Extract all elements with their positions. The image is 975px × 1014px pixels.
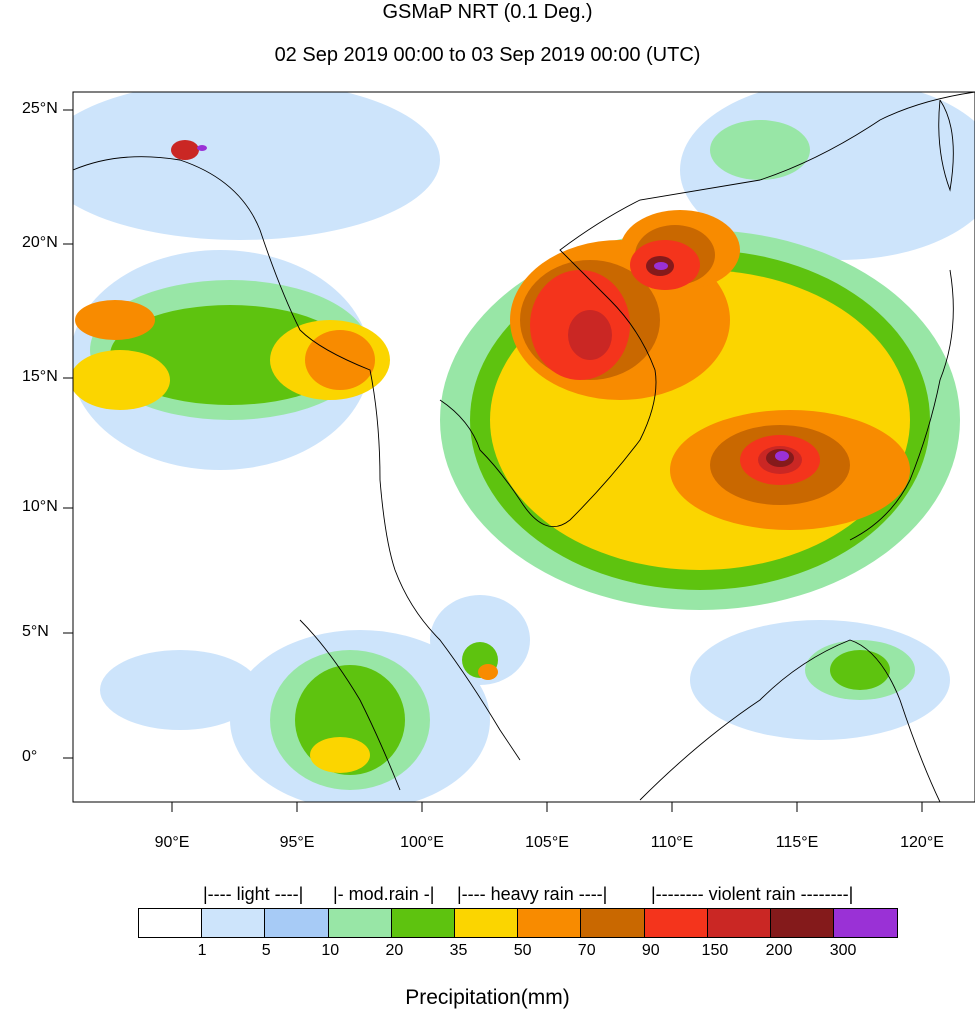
legend-category-light: |---- light ----| [203,884,304,904]
colorbar-tick-label: 20 [385,942,404,959]
colorbar-swatch [391,909,455,937]
colorbar-swatch [202,909,266,937]
lon-label-90e: 90°E [154,834,190,851]
map-title: GSMaP NRT (0.1 Deg.) [382,1,593,23]
lat-label-10n: 10°N [22,498,58,515]
colorbar-tick-label: 1 [197,942,207,959]
colorbar-swatch [581,909,645,937]
colorbar-tick-label: 70 [577,942,596,959]
colorbar-swatch [328,909,392,937]
lon-label-105e: 105°E [525,834,569,851]
colorbar-tick-label: 200 [765,942,793,959]
lat-label-15n: 15°N [22,368,58,385]
colorbar-tick-label: 50 [513,942,532,959]
lon-label-100e: 100°E [400,834,444,851]
lon-label-110e: 110°E [650,834,694,851]
legend-category-moderate: |- mod.rain -| [333,884,435,904]
colorbar-title: Precipitation(mm) [405,986,570,1009]
colorbar-swatch [644,909,708,937]
lat-label-25n: 25°N [22,100,58,117]
lat-label-20n: 20°N [22,234,58,251]
lon-label-115e: 115°E [775,834,819,851]
colorbar-swatch [707,909,771,937]
map-subtitle: 02 Sep 2019 00:00 to 03 Sep 2019 00:00 (… [274,44,701,66]
colorbar-tick-label: 10 [321,942,340,959]
legend-categories: |---- light ----| |- mod.rain -| |---- h… [0,884,975,989]
colorbar-tick-label: 300 [829,942,857,959]
precipitation-colorbar [138,908,899,938]
lon-label-95e: 95°E [279,834,315,851]
lat-label-5n: 5°N [22,623,49,640]
colorbar-tick-label: 5 [261,942,271,959]
rainfall-field [73,92,975,802]
colorbar-swatch [265,909,329,937]
colorbar-swatch [454,909,519,937]
colorbar-swatch [834,909,898,937]
colorbar-tick-label: 90 [641,942,660,959]
legend-category-violent: |-------- violent rain --------| [651,884,854,904]
colorbar-swatch [518,909,582,937]
colorbar-tick-label: 150 [701,942,729,959]
colorbar-tick-label: 35 [449,942,468,959]
precipitation-map [63,91,975,812]
legend-category-heavy: |---- heavy rain ----| [457,884,608,904]
colorbar-swatch [770,909,835,937]
lat-label-0: 0° [22,748,38,765]
colorbar-swatch [139,909,203,937]
lon-label-120e: 120°E [900,834,944,851]
